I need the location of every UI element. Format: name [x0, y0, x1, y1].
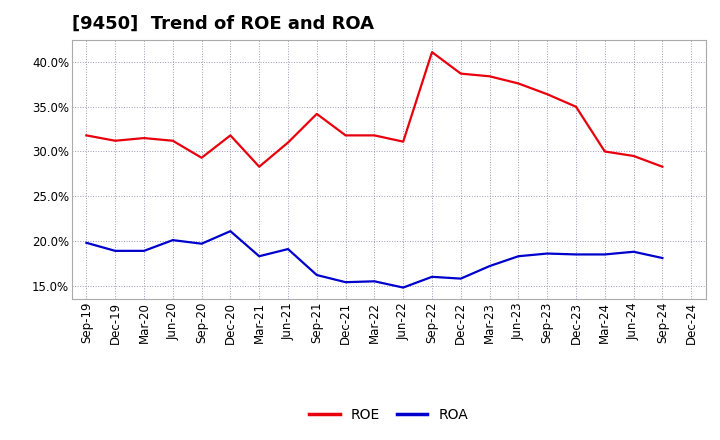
ROE [226, 133, 235, 138]
ROA [658, 255, 667, 260]
ROE [312, 111, 321, 117]
ROE [370, 133, 379, 138]
ROA [312, 272, 321, 278]
ROA [255, 253, 264, 259]
ROA [197, 241, 206, 246]
ROE [485, 73, 494, 79]
ROE [284, 140, 292, 145]
ROA [485, 264, 494, 269]
ROA [543, 251, 552, 256]
ROE [399, 139, 408, 144]
ROE [572, 104, 580, 110]
ROE [111, 138, 120, 143]
Text: [9450]  Trend of ROE and ROA: [9450] Trend of ROE and ROA [72, 15, 374, 33]
ROE [600, 149, 609, 154]
ROA [140, 248, 148, 253]
ROA [168, 238, 177, 243]
ROA [226, 228, 235, 234]
Legend: ROE, ROA: ROE, ROA [304, 402, 474, 427]
ROA [456, 276, 465, 281]
ROA [629, 249, 638, 254]
ROE [658, 164, 667, 169]
ROA [284, 246, 292, 252]
ROA [399, 285, 408, 290]
Line: ROE: ROE [86, 52, 662, 167]
Line: ROA: ROA [86, 231, 662, 288]
ROE [255, 164, 264, 169]
ROE [428, 49, 436, 55]
ROE [514, 81, 523, 86]
ROA [111, 248, 120, 253]
ROE [197, 155, 206, 161]
ROE [140, 136, 148, 141]
ROA [428, 274, 436, 279]
ROE [168, 138, 177, 143]
ROE [543, 92, 552, 97]
ROE [341, 133, 350, 138]
ROE [82, 133, 91, 138]
ROE [456, 71, 465, 76]
ROA [572, 252, 580, 257]
ROE [629, 153, 638, 158]
ROA [82, 240, 91, 246]
ROA [341, 279, 350, 285]
ROA [514, 253, 523, 259]
ROA [600, 252, 609, 257]
ROA [370, 279, 379, 284]
